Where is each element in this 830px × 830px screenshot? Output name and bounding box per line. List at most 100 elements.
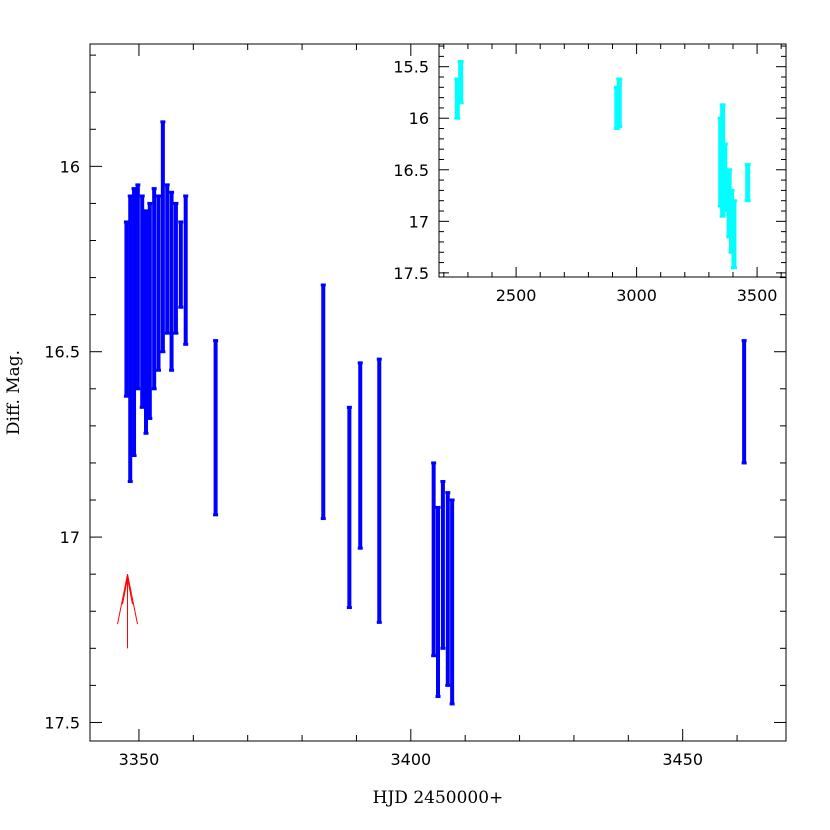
main-y-tick-label: 17.5: [44, 713, 80, 732]
main-data-segment: [445, 492, 450, 686]
inset-data-point: [616, 124, 623, 128]
main-data-point: [160, 120, 166, 124]
main-data-point: [320, 517, 326, 521]
main-data-point: [160, 350, 166, 354]
main-data-segment: [173, 203, 178, 334]
main-data-segment: [347, 407, 352, 608]
main-data-segment: [169, 192, 174, 371]
inset-data-segment: [616, 79, 622, 127]
inset-data-segment: [722, 144, 728, 212]
main-data-point: [173, 331, 179, 335]
main-data-point: [164, 183, 170, 187]
inset-data-point: [457, 60, 464, 64]
inset-data-point: [730, 199, 737, 203]
main-data-segment: [160, 121, 165, 352]
main-x-tick-label: 3450: [662, 750, 703, 769]
main-data-point: [431, 654, 437, 658]
main-data-segment: [358, 362, 363, 549]
inset-data-point: [454, 77, 461, 81]
main-data-point: [123, 394, 129, 398]
annotation-arrow-head: [117, 574, 139, 625]
main-data-point: [169, 190, 175, 194]
inset-data-point: [744, 163, 751, 167]
x-axis-label: HJD 2450000+: [373, 788, 504, 808]
main-data-segment: [140, 196, 145, 408]
inset-data-point: [616, 77, 623, 81]
main-y-tick-label: 17: [60, 528, 80, 547]
main-data-segment: [450, 500, 455, 704]
inset-data-point: [726, 168, 733, 172]
inset-data-segment: [745, 164, 751, 201]
main-data-point: [376, 357, 382, 361]
main-data-segment: [178, 221, 183, 308]
inset-data-point: [730, 266, 737, 270]
main-data-point: [151, 187, 157, 191]
main-data-segment: [135, 184, 140, 389]
main-data-point: [357, 546, 363, 550]
main-data-segment: [436, 507, 440, 697]
main-data-segment: [377, 359, 382, 623]
main-data-point: [143, 431, 149, 435]
main-data-point: [151, 387, 157, 391]
main-data-point: [135, 387, 141, 391]
inset-x-tick-label: 2500: [496, 286, 537, 305]
main-data-segment: [321, 284, 326, 519]
main-x-tick-label: 3400: [390, 750, 431, 769]
main-data-point: [183, 194, 189, 198]
y-axis-label: Diff. Mag.: [4, 350, 24, 435]
main-data-point: [741, 339, 747, 343]
main-data-point: [131, 187, 137, 191]
inset-data-point: [719, 214, 726, 218]
main-data-point: [376, 620, 382, 624]
main-data-segment: [742, 340, 747, 463]
main-data-point: [123, 220, 129, 224]
main-data-point: [156, 368, 162, 372]
main-data-point: [445, 491, 451, 495]
main-data-point: [440, 479, 446, 483]
inset-x-tick-label: 3500: [737, 286, 778, 305]
main-data-segment: [124, 221, 129, 397]
main-data-point: [449, 498, 455, 502]
inset-y-tick-label: 15.5: [393, 58, 429, 77]
inset-x-tick-label: 3000: [616, 286, 657, 305]
main-data-point: [178, 220, 184, 224]
main-data-point: [147, 201, 153, 205]
main-data-point: [135, 183, 141, 187]
main-data-point: [156, 194, 162, 198]
main-data-point: [431, 461, 437, 465]
main-data-point: [164, 331, 170, 335]
inset-data-point: [719, 103, 726, 107]
inset-y-tick-label: 17.5: [393, 264, 429, 283]
main-data-segment: [128, 196, 133, 482]
main-data-segment: [183, 196, 188, 345]
inset-y-tick-label: 16.5: [393, 161, 429, 180]
main-y-tick-label: 16.5: [44, 343, 80, 362]
main-data-point: [435, 695, 441, 699]
main-data-point: [139, 405, 145, 409]
main-data-segment: [440, 481, 445, 649]
main-data-point: [213, 513, 219, 517]
main-x-tick-label: 3350: [119, 750, 160, 769]
main-frame: [89, 43, 787, 742]
main-data-point: [139, 194, 145, 198]
annotation-arrow: [117, 574, 139, 649]
inset-data-point: [721, 209, 728, 213]
main-data-point: [169, 368, 175, 372]
main-data-point: [147, 416, 153, 420]
main-data-point: [320, 283, 326, 287]
main-data-point: [449, 702, 455, 706]
main-data-segment: [213, 340, 218, 515]
main-data-segment: [147, 203, 152, 419]
main-data-point: [213, 339, 219, 343]
inset-data-segment: [454, 79, 460, 119]
main-data-segment: [165, 184, 170, 334]
annotation-arrow-head-inner: [122, 578, 134, 605]
inset-panel: 2500 3000 3500 15.5 16 16.5 17 17.5: [393, 43, 787, 305]
inset-data-segment: [731, 200, 737, 268]
main-data-point: [143, 209, 149, 213]
main-data-point: [127, 479, 133, 483]
inset-data-point: [454, 116, 461, 120]
inset-y-tick-label: 17: [409, 212, 429, 231]
